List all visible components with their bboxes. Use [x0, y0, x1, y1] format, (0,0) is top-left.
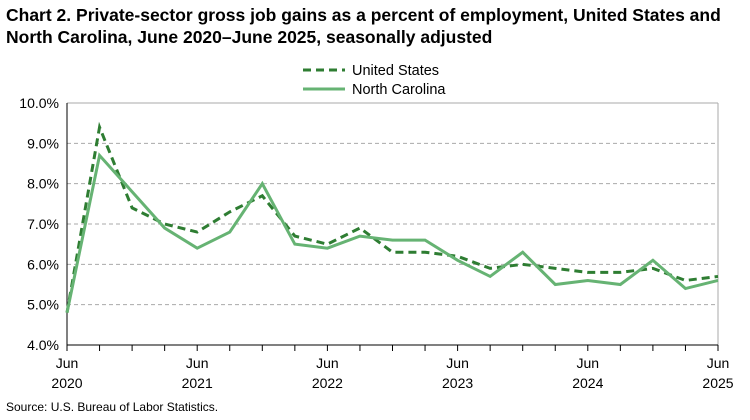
source-note: Source: U.S. Bureau of Labor Statistics.	[6, 400, 219, 414]
legend-label: North Carolina	[352, 82, 446, 98]
y-tick-label: 10.0%	[19, 95, 59, 111]
y-tick-label: 9.0%	[27, 135, 59, 151]
x-tick-year: 2021	[182, 375, 213, 391]
x-tick-month: Jun	[577, 355, 600, 371]
y-tick-label: 4.0%	[27, 337, 59, 353]
chart-title: Chart 2. Private-sector gross job gains …	[6, 5, 721, 47]
series-line-north-carolina	[65, 152, 719, 314]
x-tick-year: 2022	[312, 375, 343, 391]
x-tick-month: Jun	[316, 355, 339, 371]
x-tick-month: Jun	[446, 355, 469, 371]
x-tick-month: Jun	[707, 355, 730, 371]
y-tick-label: 8.0%	[27, 176, 59, 192]
x-tick-year: 2025	[702, 375, 733, 391]
y-tick-label: 5.0%	[27, 297, 59, 313]
y-tick-label: 6.0%	[27, 256, 59, 272]
x-tick-year: 2024	[572, 375, 603, 391]
x-tick-year: 2023	[442, 375, 473, 391]
legend-label: United States	[352, 63, 439, 79]
x-tick-month: Jun	[56, 355, 79, 371]
x-tick-month: Jun	[186, 355, 209, 371]
x-tick-year: 2020	[51, 375, 82, 391]
y-tick-label: 7.0%	[27, 216, 59, 232]
